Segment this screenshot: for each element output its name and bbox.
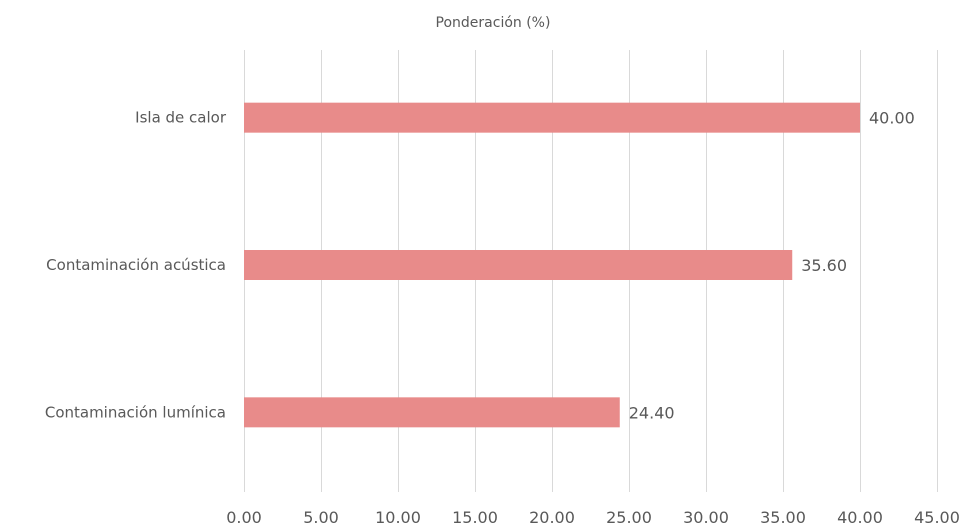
- bar: [244, 102, 860, 133]
- data-label: 35.60: [801, 256, 847, 275]
- category-labels: Isla de calor Contaminación acústica Conta…: [45, 109, 227, 422]
- category-label: Contaminación lumínica: [45, 403, 226, 421]
- data-labels: 40.00 35.60 24.40: [629, 109, 915, 423]
- bars: [244, 102, 860, 428]
- x-tick-label: 0.00: [226, 508, 262, 527]
- x-tick-label: 35.00: [760, 508, 806, 527]
- x-tick-label: 30.00: [683, 508, 729, 527]
- bar: [244, 397, 620, 428]
- category-label: Contaminación acústica: [46, 256, 226, 274]
- x-tick-labels: 0.00 5.00 10.00 15.00 20.00 25.00 30.00 35.00 40…: [226, 508, 960, 527]
- x-tick-label: 10.00: [375, 508, 421, 527]
- bar: [244, 250, 793, 280]
- x-tick-label: 15.00: [452, 508, 498, 527]
- x-tick-label: 25.00: [606, 508, 652, 527]
- category-label: Isla de calor: [135, 109, 227, 127]
- x-tick-label: 20.00: [529, 508, 575, 527]
- chart-title: Ponderación (%): [436, 15, 551, 31]
- data-label: 24.40: [629, 403, 675, 422]
- x-tick-label: 40.00: [837, 508, 883, 527]
- x-tick-label: 5.00: [303, 508, 339, 527]
- x-tick-label: 45.00: [914, 508, 960, 527]
- data-label: 40.00: [869, 109, 915, 128]
